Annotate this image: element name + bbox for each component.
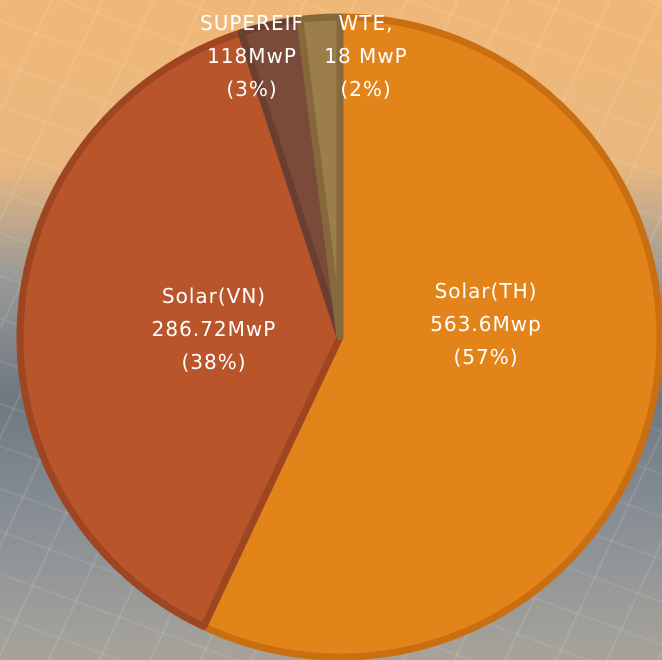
- slice-label: SUPEREIF 118MwP (3%): [200, 11, 304, 101]
- slice-label: Solar(VN) 286.72MwP (38%): [152, 284, 277, 374]
- slice-capacity: 118MwP: [207, 44, 297, 68]
- pie-slice: [200, 13, 662, 660]
- slice-name: Solar(VN): [162, 284, 266, 308]
- slice-capacity: 18 MwP: [324, 44, 407, 68]
- slice-capacity: 286.72MwP: [152, 317, 277, 341]
- slice-percent: (57%): [453, 345, 518, 369]
- pie-slice: [296, 13, 344, 341]
- slice-percent: (3%): [226, 77, 277, 101]
- slice-percent: (38%): [181, 350, 246, 374]
- slice-percent: (2%): [340, 77, 391, 101]
- slice-name: Solar(TH): [435, 279, 538, 303]
- slice-capacity: 563.6Mwp: [430, 312, 542, 336]
- slice-name: SUPEREIF: [200, 11, 304, 35]
- pie-slice: [16, 29, 344, 631]
- slice-label: Solar(TH) 563.6Mwp (57%): [430, 279, 542, 369]
- slice-label: WTE, 18 MwP (2%): [324, 11, 407, 101]
- slice-name: WTE,: [339, 11, 394, 35]
